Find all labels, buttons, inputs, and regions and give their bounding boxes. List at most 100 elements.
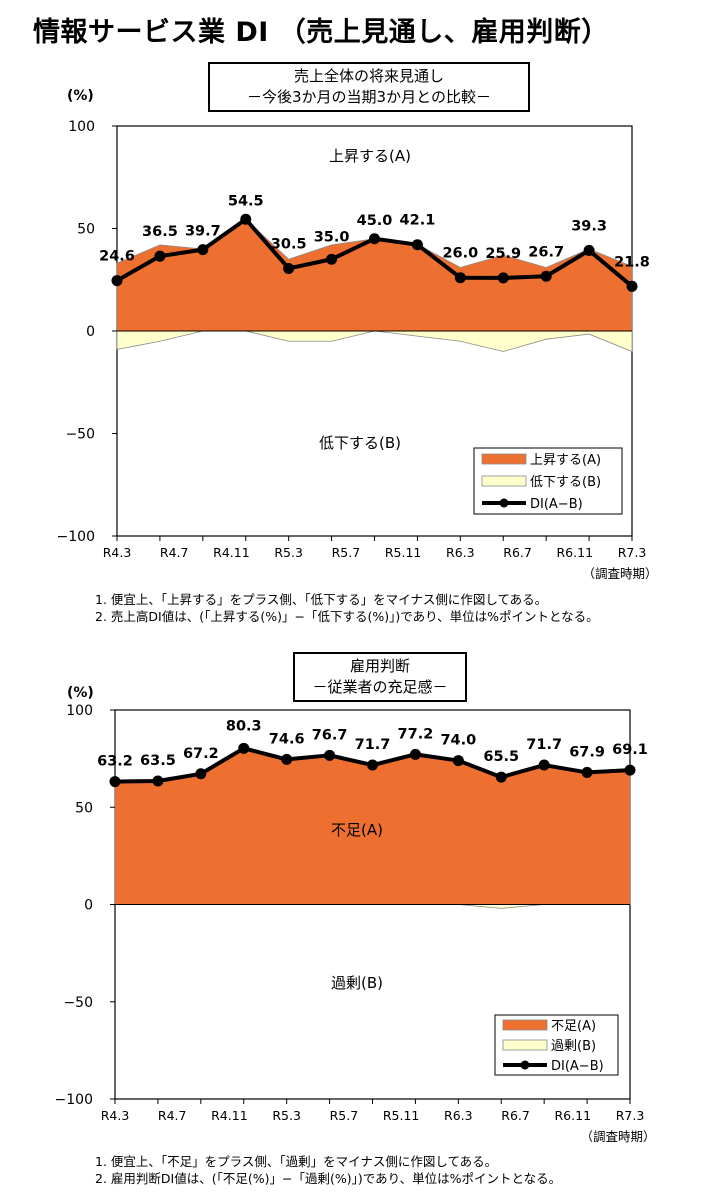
chart2-di-point bbox=[495, 771, 507, 783]
chart1-di-point bbox=[497, 272, 509, 284]
chart2-annotation: 不足(A) bbox=[331, 821, 383, 839]
chart1-area-b bbox=[116, 330, 633, 353]
chart1-x-axis-label: （調査時期） bbox=[582, 566, 657, 581]
chart1-data-label: 45.0 bbox=[357, 213, 393, 229]
chart2-di-point bbox=[452, 755, 464, 767]
chart2-y-tick-label: 0 bbox=[84, 898, 93, 914]
chart1-x-tick-label: R5.11 bbox=[385, 545, 422, 560]
chart1-note-2: 2. 売上高DI値は、(「上昇する(%)」−「低下する(%)」)であり、単位は%… bbox=[95, 609, 599, 624]
chart1-legend-swatch bbox=[481, 475, 527, 487]
chart2-data-label: 74.6 bbox=[269, 731, 305, 747]
chart1-x-tick-label: R5.7 bbox=[332, 545, 361, 560]
chart1-di-point bbox=[411, 239, 423, 251]
chart2-note-1: 1. 便宜上、「不足」をプラス側、「過剰」をマイナス側に作図してある。 bbox=[95, 1154, 498, 1169]
chart2-di-point bbox=[109, 776, 121, 788]
chart1-x-tick-label: R7.3 bbox=[618, 545, 647, 560]
chart2-x-tick-label: R5.11 bbox=[383, 1108, 420, 1123]
chart2-x-tick-label: R5.7 bbox=[330, 1108, 359, 1123]
chart1-data-label: 36.5 bbox=[142, 224, 178, 240]
chart1-data-label: 39.7 bbox=[185, 224, 221, 240]
chart1-di-point bbox=[454, 272, 466, 284]
chart1-di-point bbox=[369, 233, 380, 245]
chart1-title: 売上全体の将来見通し bbox=[293, 67, 444, 85]
chart1-y-tick-label: 100 bbox=[68, 119, 95, 135]
chart2-di-point bbox=[195, 768, 207, 780]
chart2-x-tick-label: R4.11 bbox=[211, 1108, 248, 1123]
chart2-data-label: 65.5 bbox=[483, 749, 519, 765]
chart2-legend-label: DI(A−B) bbox=[551, 1059, 604, 1074]
chart1-di-point bbox=[583, 244, 595, 256]
chart1-di-point bbox=[197, 244, 209, 256]
chart1-note-1: 1. 便宜上、「上昇する」をプラス側、「低下する」をマイナス側に作図してある。 bbox=[95, 592, 548, 607]
chart1-legend-label: 低下する(B) bbox=[530, 475, 601, 490]
chart2-di-point bbox=[152, 775, 164, 787]
chart2-y-tick-label: −50 bbox=[63, 995, 93, 1011]
chart1-x-tick-label: R6.3 bbox=[446, 545, 475, 560]
chart1-data-label: 25.9 bbox=[485, 246, 521, 262]
chart2-di-point bbox=[538, 759, 550, 771]
chart2-note-2: 2. 雇用判断DI値は、(「不足(%)」−「過剰(%)」)であり、単位は%ポイン… bbox=[95, 1171, 562, 1186]
chart1-data-label: 35.0 bbox=[314, 229, 350, 245]
chart2-data-label: 77.2 bbox=[398, 726, 434, 742]
chart1-x-tick-label: R4.7 bbox=[160, 545, 189, 560]
chart1-di-point bbox=[240, 213, 252, 225]
chart2-di-point bbox=[409, 748, 421, 760]
chart2-di-point bbox=[367, 759, 378, 771]
chart1-legend-swatch bbox=[481, 453, 527, 465]
chart2-di-point bbox=[238, 742, 250, 754]
chart2-y-tick-label: 100 bbox=[66, 703, 93, 719]
chart1-x-tick-label: R6.7 bbox=[503, 545, 532, 560]
chart2-x-axis-label: （調査時期） bbox=[580, 1129, 655, 1144]
chart2-x-tick-label: R6.11 bbox=[555, 1108, 592, 1123]
chart1-legend-label: 上昇する(A) bbox=[530, 453, 601, 468]
chart2-title-box: 雇用判断 －従業者の充足感－ bbox=[293, 652, 470, 705]
chart-sales-outlook: 100 50 0 −50 −100 R4.3 R4.7 R4.11 R5.3 R5.7 R5.11 R… bbox=[57, 88, 658, 581]
chart2-legend-swatch bbox=[502, 1019, 548, 1031]
chart2-x-tick-label: R6.7 bbox=[501, 1108, 530, 1123]
chart1-subtitle: －今後3か月の当期3か月との比較－ bbox=[247, 88, 491, 106]
chart2-di-point bbox=[324, 749, 336, 761]
chart1-di-point bbox=[626, 280, 638, 292]
chart2-legend-marker bbox=[520, 1060, 530, 1070]
chart1-y-axis-label: (%) bbox=[67, 88, 94, 104]
chart1-y-tick-label: 0 bbox=[86, 324, 95, 340]
chart1-legend-marker bbox=[499, 498, 509, 508]
chart1-data-label: 30.5 bbox=[271, 236, 307, 252]
chart1-di-point bbox=[283, 262, 295, 274]
chart2-data-label: 80.3 bbox=[226, 718, 262, 734]
chart-employment: 100 50 0 −50 −100 R4.3 R4.7 R4.11 R5.3 R5.7 R5.11 R… bbox=[55, 685, 656, 1144]
chart2-annotation: 過剰(B) bbox=[331, 974, 383, 992]
chart1-data-label: 39.3 bbox=[571, 218, 607, 234]
chart2-data-label: 76.7 bbox=[312, 727, 348, 743]
chart2-di-point bbox=[624, 764, 636, 776]
chart1-notes: 1. 便宜上、「上昇する」をプラス側、「低下する」をマイナス側に作図してある。 … bbox=[95, 591, 599, 625]
chart2-x-tick-label: R4.3 bbox=[101, 1108, 130, 1123]
chart1-data-label: 42.1 bbox=[400, 213, 436, 229]
chart2-y-tick-label: −100 bbox=[55, 1092, 93, 1108]
chart2-di-point bbox=[281, 753, 293, 765]
chart2-data-label: 63.2 bbox=[97, 754, 133, 770]
chart2-data-label: 69.1 bbox=[612, 742, 648, 758]
chart2-data-label: 71.7 bbox=[355, 737, 391, 753]
chart2-legend-label: 不足(A) bbox=[551, 1019, 596, 1034]
chart1-y-tick-label: −100 bbox=[57, 529, 95, 545]
chart2-y-tick-label: 50 bbox=[75, 800, 93, 816]
chart2-data-label: 71.7 bbox=[526, 737, 562, 753]
chart2-data-label: 63.5 bbox=[140, 753, 176, 769]
chart1-di-point bbox=[326, 253, 338, 265]
chart1-y-tick-label: 50 bbox=[77, 222, 95, 238]
chart2-legend-label: 過剰(B) bbox=[551, 1039, 596, 1054]
chart1-title-box: 売上全体の将来見通し －今後3か月の当期3か月との比較－ bbox=[208, 62, 533, 115]
chart2-data-label: 67.2 bbox=[183, 746, 219, 762]
chart2-title: 雇用判断 bbox=[349, 657, 410, 675]
chart1-x-tick-label: R6.11 bbox=[557, 545, 594, 560]
page-title: 情報サービス業 DI （売上見通し、雇用判断） bbox=[33, 17, 609, 48]
chart1-di-point bbox=[154, 250, 166, 262]
chart2-x-tick-label: R6.3 bbox=[444, 1108, 473, 1123]
chart1-legend-label: DI(A−B) bbox=[530, 497, 583, 512]
chart2-x-tick-label: R7.3 bbox=[616, 1108, 645, 1123]
chart2-di-point bbox=[581, 766, 593, 778]
chart1-annotation: 上昇する(A) bbox=[329, 147, 411, 165]
chart1-data-label: 26.7 bbox=[528, 244, 564, 260]
chart2-data-label: 67.9 bbox=[569, 744, 605, 760]
